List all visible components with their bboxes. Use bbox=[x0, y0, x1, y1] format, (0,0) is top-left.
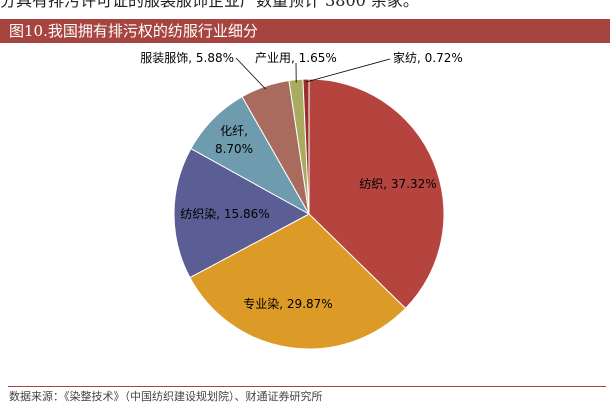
leader-apparel bbox=[235, 57, 267, 90]
label-apparel: 服装服饰, 5.88% bbox=[140, 51, 234, 65]
slice-home-textile bbox=[302, 78, 310, 215]
footer-divider bbox=[8, 386, 606, 387]
pie-chart: 纺织, 37.32% 专业染, 29.87% 纺织染, 15.86% 化纤, 8… bbox=[140, 50, 463, 350]
label-textile-dyeing: 纺织染, 15.86% bbox=[180, 206, 269, 221]
label-home-textile: 家纺, 0.72% bbox=[393, 50, 463, 65]
slice-textile bbox=[308, 78, 445, 310]
figure-title: 图10.我国拥有排污权的纺服行业细分 bbox=[0, 19, 610, 43]
source-note: 数据来源：《染整技术》（中国纺织建设规划院）、财通证券研究所 bbox=[9, 390, 323, 403]
context-text: 分具有排污许可证的服装服饰企业产数量预计 3800 余家。 bbox=[0, 0, 615, 9]
label-textile: 纺织, 37.32% bbox=[359, 177, 436, 191]
label-dyeing: 专业染, 29.87% bbox=[243, 296, 332, 311]
label-industrial: 产业用, 1.65% bbox=[255, 51, 337, 65]
label-chemical-fiber-name: 化纤, bbox=[220, 124, 248, 138]
label-chemical-fiber-value: 8.70% bbox=[215, 142, 253, 156]
leader-home-textile bbox=[305, 58, 391, 83]
slice-textile-dyeing bbox=[173, 147, 311, 279]
slice-dyeing bbox=[189, 213, 407, 350]
